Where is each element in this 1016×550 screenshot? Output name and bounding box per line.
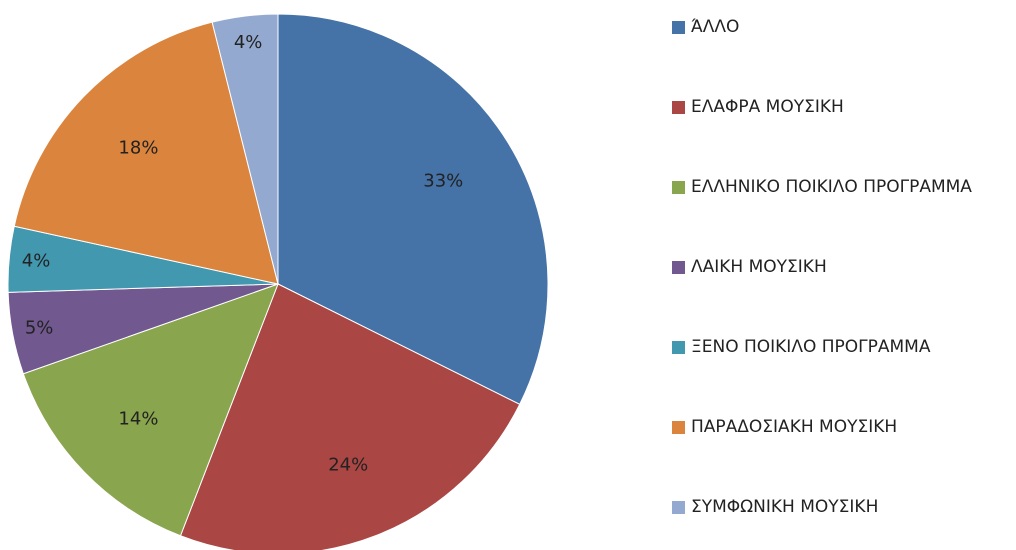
legend-item: ΞΕΝΟ ΠΟΙΚΙΛΟ ΠΡΟΓΡΑΜΜΑ: [672, 332, 1016, 362]
data-label: 4%: [234, 32, 263, 53]
legend-swatch: [672, 21, 685, 34]
legend-swatch: [672, 101, 685, 114]
pie-slice: [22, 283, 279, 537]
legend-label: ΣΥΜΦΩΝΙΚΗ ΜΟΥΣΙΚΗ: [691, 497, 879, 517]
legend-label: ΞΕΝΟ ΠΟΙΚΙΛΟ ΠΡΟΓΡΑΜΜΑ: [691, 337, 931, 357]
legend-swatch: [672, 501, 685, 514]
legend-item: ΕΛΑΦΡΑ ΜΟΥΣΙΚΗ: [672, 92, 1016, 122]
legend-item: ΕΛΛΗΝΙΚΟ ΠΟΙΚΙΛΟ ΠΡΟΓΡΑΜΜΑ: [672, 172, 1016, 202]
legend-swatch: [672, 341, 685, 354]
legend-label: ΕΛΛΗΝΙΚΟ ΠΟΙΚΙΛΟ ΠΡΟΓΡΑΜΜΑ: [691, 177, 972, 197]
legend-label: ΠΑΡΑΔΟΣΙΑΚΗ ΜΟΥΣΙΚΗ: [691, 417, 898, 437]
pie-slice: [179, 283, 521, 550]
data-label: 4%: [22, 251, 51, 272]
data-label: 24%: [328, 454, 368, 475]
legend-label: ΆΛΛΟ: [691, 17, 740, 37]
pie-slice: [211, 13, 279, 285]
legend-swatch: [672, 421, 685, 434]
legend-swatch: [672, 261, 685, 274]
legend-item: ΠΑΡΑΔΟΣΙΑΚΗ ΜΟΥΣΙΚΗ: [672, 412, 1016, 442]
chart: 33% 24% 14% 5% 4% 18% 4%: [7, 13, 549, 550]
data-label: 33%: [423, 171, 463, 192]
pie-slice: [277, 13, 549, 406]
data-label: 5%: [25, 318, 54, 339]
legend-swatch: [672, 181, 685, 194]
legend-item: ΣΥΜΦΩΝΙΚΗ ΜΟΥΣΙΚΗ: [672, 492, 1016, 522]
legend-label: ΛΑΙΚΗ ΜΟΥΣΙΚΗ: [691, 257, 827, 277]
legend-label: ΕΛΑΦΡΑ ΜΟΥΣΙΚΗ: [691, 97, 844, 117]
legend-item: ΛΑΙΚΗ ΜΟΥΣΙΚΗ: [672, 252, 1016, 282]
data-label: 18%: [118, 138, 158, 159]
pie-slice: [13, 21, 279, 285]
data-label: 14%: [118, 408, 158, 429]
legend-item: ΆΛΛΟ: [672, 12, 1016, 42]
